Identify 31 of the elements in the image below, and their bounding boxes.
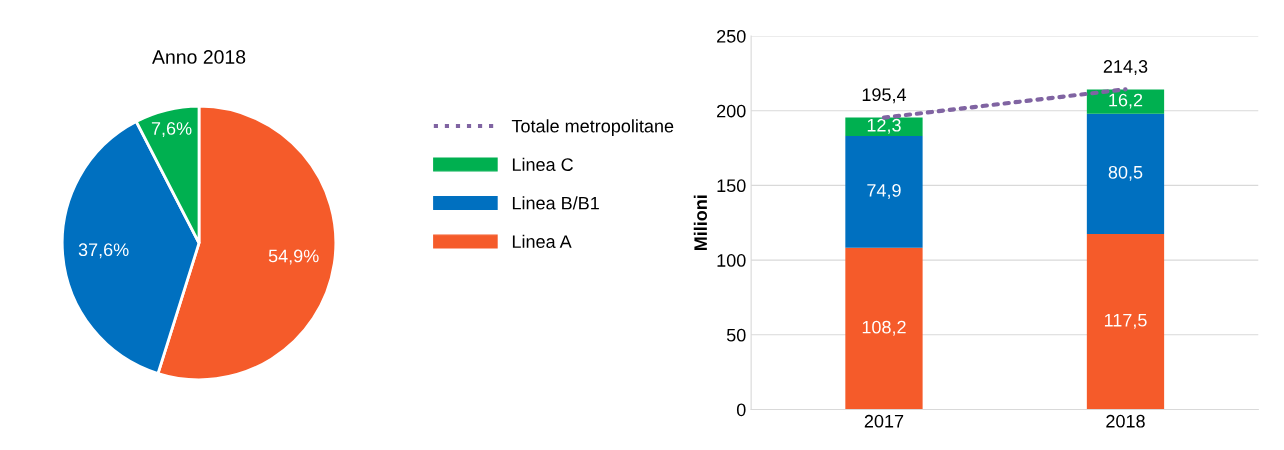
y-tick-label: 100 (717, 254, 746, 267)
data-label: 54,9% (268, 249, 319, 265)
bar (845, 135, 923, 248)
bar (1086, 113, 1165, 234)
data-label: 108,2 (862, 320, 906, 336)
legend-label: Linea B/B1 (512, 196, 599, 210)
legend-label: Linea A (512, 234, 572, 248)
bar (1086, 233, 1165, 410)
legend-label: Linea C (512, 157, 573, 171)
x-tick-label: 2017 (864, 414, 904, 428)
bar (845, 117, 923, 136)
chart-title: Anno 2018 (152, 50, 246, 64)
data-label: 16,2 (1109, 93, 1143, 109)
data-label: 80,5 (1108, 165, 1143, 181)
x-tick-label: 2018 (1106, 414, 1145, 428)
bar (845, 247, 923, 410)
data-label: 12,3 (867, 118, 901, 134)
data-label: 7,6% (151, 122, 192, 137)
y-tick-label: 250 (717, 29, 746, 43)
y-tick-label: 200 (717, 104, 746, 118)
data-label: 214,3 (1103, 60, 1148, 75)
data-label: 74,9 (867, 183, 901, 199)
y-tick-label: 0 (736, 403, 746, 417)
y-tick-label: 50 (726, 328, 746, 342)
bar (1086, 89, 1165, 114)
y-tick-label: 150 (717, 179, 746, 193)
data-label: 117,5 (1104, 313, 1147, 329)
data-label: 195,4 (862, 88, 907, 104)
data-label: 37,6% (78, 243, 129, 259)
legend-label: Totale metropolitane (511, 119, 674, 137)
y-axis-title: Milioni (693, 195, 708, 251)
